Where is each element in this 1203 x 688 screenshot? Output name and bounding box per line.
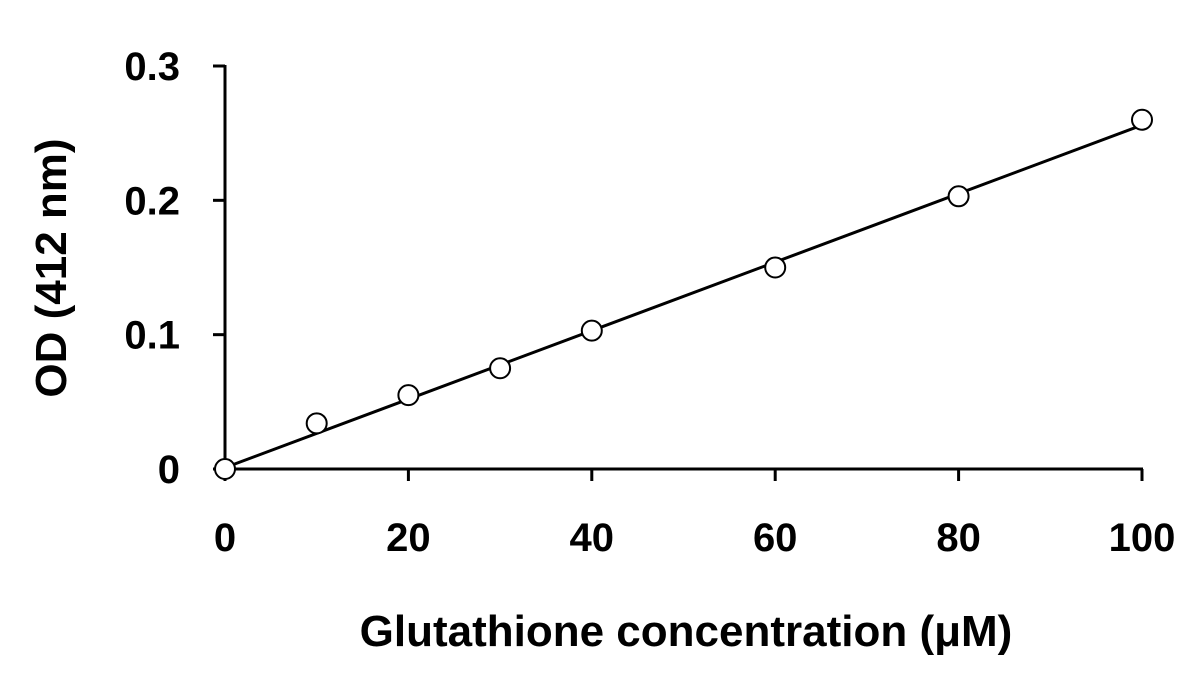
y-tick-label: 0.3	[124, 45, 180, 89]
data-point	[489, 357, 512, 380]
y-axis-title: OD (412 nm)	[27, 138, 76, 397]
y-tick-label: 0	[158, 448, 180, 492]
x-tick-label: 0	[214, 516, 236, 560]
y-tick-label: 0.2	[124, 179, 180, 223]
data-point	[1131, 108, 1153, 131]
x-ticks: 0 20 40 60 80 100	[214, 469, 1176, 560]
data-point	[214, 458, 236, 480]
trendline	[224, 123, 1143, 470]
trendline-layer	[224, 123, 1143, 470]
data-point	[580, 319, 603, 342]
x-tick-label: 20	[386, 516, 431, 560]
plot-area: 0 0.1 0.2 0.3 0 20 40 60 80 100	[124, 45, 1175, 560]
data-point	[947, 185, 970, 208]
x-tick-label: 40	[570, 516, 615, 560]
data-points	[214, 108, 1153, 480]
y-tick-label: 0.1	[124, 314, 180, 358]
x-tick-label: 80	[936, 516, 981, 560]
x-tick-label: 60	[753, 516, 798, 560]
x-tick-label: 100	[1109, 516, 1176, 560]
data-point	[397, 384, 420, 407]
axes	[223, 65, 1143, 471]
x-axis-title: Glutathione concentration (μM)	[360, 607, 1013, 656]
y-ticks: 0 0.1 0.2 0.3	[124, 45, 225, 492]
data-point	[305, 412, 328, 435]
data-point	[764, 256, 787, 279]
